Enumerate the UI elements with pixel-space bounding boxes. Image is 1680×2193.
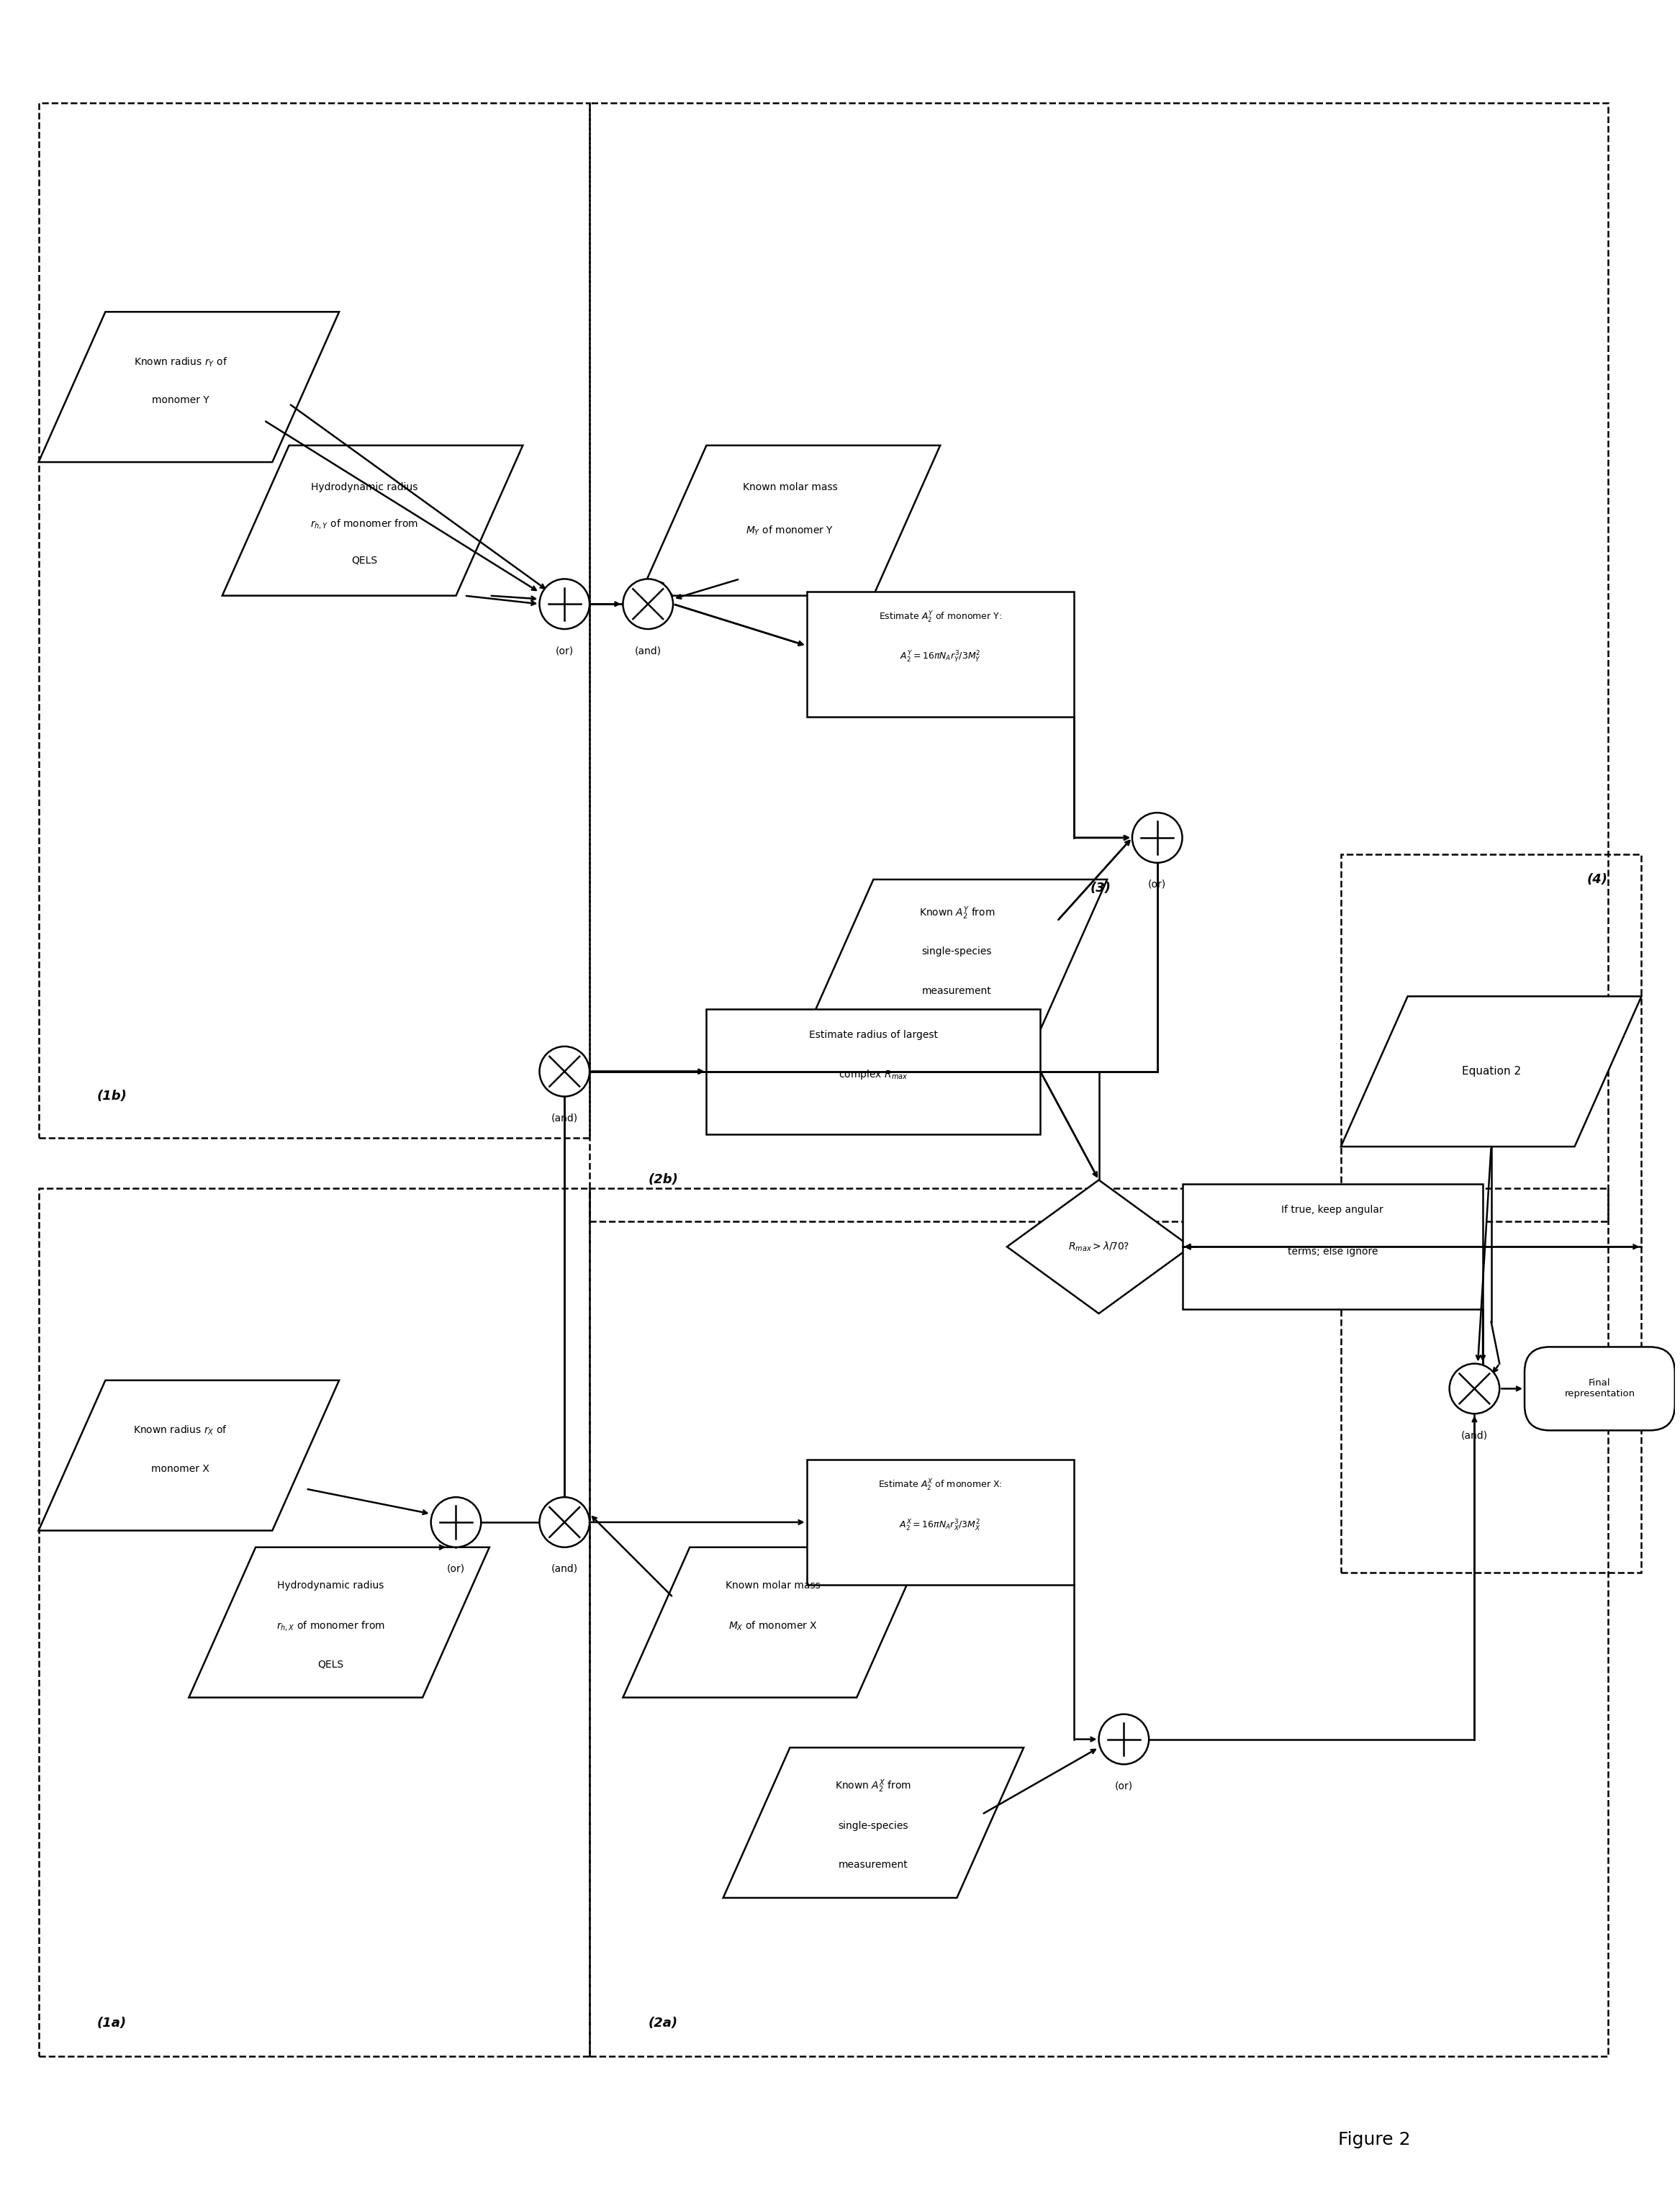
Text: Equation 2: Equation 2 xyxy=(1462,1066,1520,1077)
Text: $M_Y$ of monomer Y: $M_Y$ of monomer Y xyxy=(746,524,833,537)
Polygon shape xyxy=(39,1379,339,1531)
Text: (3): (3) xyxy=(1090,882,1110,895)
Text: Known $A_2^X$ from: Known $A_2^X$ from xyxy=(835,1779,912,1794)
Text: Known radius $r_X$ of: Known radius $r_X$ of xyxy=(133,1423,228,1436)
Circle shape xyxy=(1099,1715,1149,1765)
Text: Estimate radius of largest: Estimate radius of largest xyxy=(810,1031,937,1039)
Text: Hydrodynamic radius: Hydrodynamic radius xyxy=(277,1581,385,1590)
Text: (4): (4) xyxy=(1588,873,1608,886)
Text: (2b): (2b) xyxy=(648,1173,679,1186)
Polygon shape xyxy=(39,311,339,463)
Text: (and): (and) xyxy=(635,645,662,656)
Polygon shape xyxy=(623,1548,924,1697)
Text: $r_{h,X}$ of monomer from: $r_{h,X}$ of monomer from xyxy=(277,1618,385,1632)
Polygon shape xyxy=(1341,996,1641,1147)
Bar xyxy=(39,1189,590,2057)
Text: Known molar mass: Known molar mass xyxy=(726,1581,820,1590)
Text: (or): (or) xyxy=(447,1564,465,1575)
Polygon shape xyxy=(806,879,1107,1031)
Text: monomer X: monomer X xyxy=(151,1463,210,1474)
Text: $R_{max}>\lambda/70$?: $R_{max}>\lambda/70$? xyxy=(1068,1241,1129,1252)
Text: (or): (or) xyxy=(1116,1781,1132,1792)
Circle shape xyxy=(432,1498,480,1548)
Bar xyxy=(39,103,590,1138)
Bar xyxy=(1341,855,1641,1572)
Text: measurement: measurement xyxy=(838,1860,909,1868)
Polygon shape xyxy=(722,1748,1023,1897)
Text: (1b): (1b) xyxy=(97,1090,128,1103)
Text: Estimate $A_2^Y$ of monomer Y:: Estimate $A_2^Y$ of monomer Y: xyxy=(879,610,1001,625)
Bar xyxy=(806,1461,1074,1586)
Circle shape xyxy=(623,579,674,629)
Text: QELS: QELS xyxy=(351,555,376,566)
Text: (and): (and) xyxy=(1462,1430,1488,1441)
Bar xyxy=(1183,1184,1483,1309)
Text: (2a): (2a) xyxy=(648,2018,677,2029)
Bar xyxy=(806,592,1074,717)
Text: (and): (and) xyxy=(551,1564,578,1575)
Text: Estimate $A_2^X$ of monomer X:: Estimate $A_2^X$ of monomer X: xyxy=(879,1478,1003,1493)
Text: $r_{h,Y}$ of monomer from: $r_{h,Y}$ of monomer from xyxy=(311,518,418,531)
Text: (and): (and) xyxy=(551,1114,578,1123)
Text: (or): (or) xyxy=(1147,879,1166,890)
Circle shape xyxy=(1450,1364,1500,1414)
Text: QELS: QELS xyxy=(318,1660,344,1669)
Polygon shape xyxy=(640,445,941,596)
Text: $A_2^X=16\pi N_A r_X^3/3M_X^2$: $A_2^X=16\pi N_A r_X^3/3M_X^2$ xyxy=(899,1518,981,1533)
Text: terms; else ignore: terms; else ignore xyxy=(1287,1248,1378,1257)
Text: $M_X$ of monomer X: $M_X$ of monomer X xyxy=(729,1618,818,1632)
Text: Final
representation: Final representation xyxy=(1564,1379,1635,1399)
Bar xyxy=(590,103,1608,1222)
Polygon shape xyxy=(188,1548,489,1697)
Text: If true, keep angular: If true, keep angular xyxy=(1282,1204,1384,1215)
Text: single-species: single-species xyxy=(922,945,991,956)
Circle shape xyxy=(539,1046,590,1096)
Polygon shape xyxy=(222,445,522,596)
Text: (or): (or) xyxy=(556,645,573,656)
Text: Hydrodynamic radius: Hydrodynamic radius xyxy=(311,482,418,491)
Circle shape xyxy=(1132,814,1183,862)
Polygon shape xyxy=(1006,1180,1191,1314)
Text: measurement: measurement xyxy=(922,987,991,996)
FancyBboxPatch shape xyxy=(1524,1347,1675,1430)
Text: single-species: single-species xyxy=(838,1820,909,1831)
Text: Known radius $r_Y$ of: Known radius $r_Y$ of xyxy=(134,355,227,368)
Bar xyxy=(706,1009,1040,1134)
Circle shape xyxy=(539,579,590,629)
Text: $A_2^Y=16\pi N_A r_Y^3/3M_Y^2$: $A_2^Y=16\pi N_A r_Y^3/3M_Y^2$ xyxy=(899,649,981,664)
Text: Known $A_2^Y$ from: Known $A_2^Y$ from xyxy=(919,906,995,921)
Text: Known molar mass: Known molar mass xyxy=(743,482,837,491)
Text: monomer Y: monomer Y xyxy=(151,395,210,406)
Bar xyxy=(590,1189,1608,2057)
Text: complex $R_{max}$: complex $R_{max}$ xyxy=(838,1068,909,1081)
Text: (1a): (1a) xyxy=(97,2018,126,2029)
Circle shape xyxy=(539,1498,590,1548)
Text: Figure 2: Figure 2 xyxy=(1337,2132,1411,2149)
